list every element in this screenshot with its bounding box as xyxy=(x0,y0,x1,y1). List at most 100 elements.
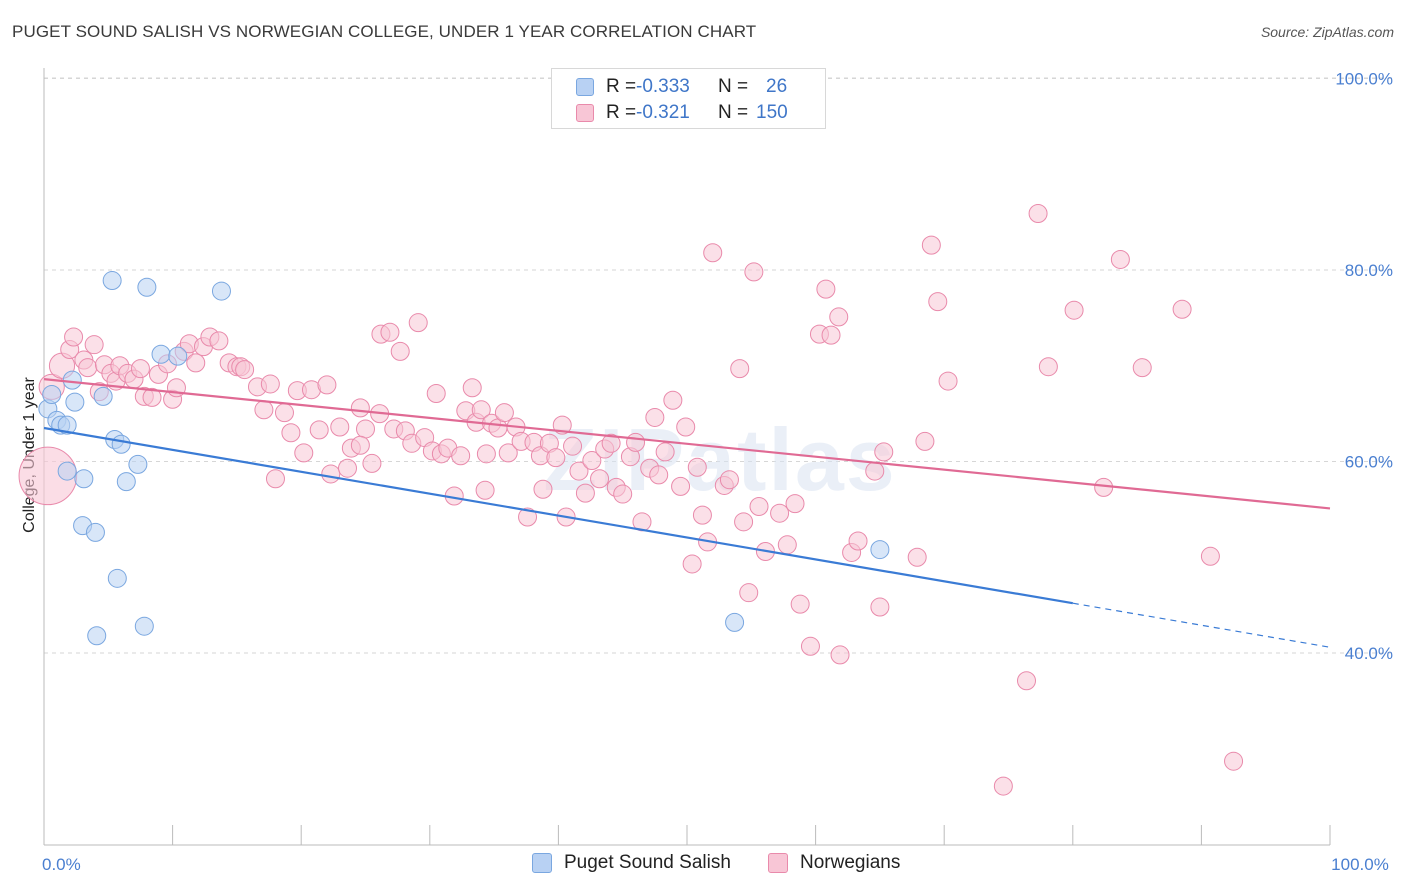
y-tick-label: 80.0% xyxy=(1345,261,1393,280)
legend-n-label: N = xyxy=(718,102,749,123)
legend-swatch-norwegians xyxy=(576,104,594,122)
point-norwegian xyxy=(518,507,538,527)
legend-r-label: R = xyxy=(606,76,637,97)
point-norwegian xyxy=(142,387,162,407)
legend-n-label: N = xyxy=(718,76,749,97)
legend-r-label: R = xyxy=(606,102,637,123)
point-norwegian xyxy=(1224,751,1244,771)
point-salish xyxy=(87,626,107,646)
point-norwegian xyxy=(1038,357,1058,377)
trend-line-norwegians xyxy=(43,378,1331,510)
point-norwegian xyxy=(829,307,849,327)
point-norwegian xyxy=(426,384,446,404)
point-norwegian xyxy=(865,461,885,481)
legend-row-norwegians: R = -0.321 N = 150 xyxy=(552,100,788,126)
point-norwegian xyxy=(749,497,769,517)
point-norwegian xyxy=(235,360,255,380)
legend-item-salish[interactable]: Puget Sound Salish xyxy=(532,852,731,874)
source-label: Source: ZipAtlas.com xyxy=(1260,24,1394,40)
point-norwegian xyxy=(84,335,104,355)
legend-swatch-salish xyxy=(576,78,594,96)
point-norwegian xyxy=(671,476,691,496)
point-norwegian xyxy=(703,243,723,263)
scatter-points xyxy=(18,102,1244,796)
trend-line-salish-extension xyxy=(1072,602,1331,648)
point-norwegian xyxy=(649,465,669,485)
point-norwegian xyxy=(730,359,750,379)
stats-legend: R = -0.333 N = 26 R = -0.321 N = 150 xyxy=(551,68,826,129)
point-norwegian xyxy=(563,436,583,456)
point-salish xyxy=(102,271,122,291)
point-norwegian xyxy=(870,597,890,617)
point-norwegian xyxy=(915,431,935,451)
point-norwegian xyxy=(281,423,301,443)
point-norwegian xyxy=(874,442,894,462)
point-norwegian xyxy=(471,400,491,420)
point-norwegian xyxy=(498,443,518,463)
point-norwegian xyxy=(462,378,482,398)
point-salish xyxy=(211,281,231,301)
point-norwegian xyxy=(1132,358,1152,378)
point-norwegian xyxy=(830,645,850,665)
point-salish xyxy=(42,384,62,404)
point-norwegian xyxy=(362,453,382,473)
x-tick-label-min: 0.0% xyxy=(42,855,81,874)
legend-r-value: -0.321 xyxy=(636,102,690,123)
point-norwegian xyxy=(848,531,868,551)
legend-n-value: 26 xyxy=(766,76,788,97)
point-norwegian xyxy=(408,313,428,333)
point-salish xyxy=(93,386,113,406)
legend-label-norwegians: Norwegians xyxy=(800,852,901,873)
point-norwegian xyxy=(330,417,350,437)
point-norwegian xyxy=(590,469,610,489)
point-norwegian xyxy=(692,505,712,525)
trend-line-salish xyxy=(43,426,1073,605)
point-norwegian xyxy=(993,776,1013,796)
point-norwegian xyxy=(64,327,84,347)
trend-lines xyxy=(43,378,1331,648)
y-tick-labels: 40.0% 60.0% 80.0% 100.0% xyxy=(1335,70,1393,664)
point-norwegian xyxy=(1110,249,1130,269)
series-legend: Puget Sound Salish Norwegians xyxy=(0,852,1406,876)
x-tick-marks xyxy=(43,825,1331,845)
point-norwegian xyxy=(265,469,285,489)
point-norwegian xyxy=(739,583,759,603)
point-norwegian xyxy=(816,279,836,299)
point-norwegian xyxy=(494,403,514,423)
point-salish xyxy=(65,392,85,412)
point-norwegian xyxy=(770,503,790,523)
point-salish xyxy=(62,370,82,390)
point-norwegian xyxy=(800,636,820,656)
point-norwegian xyxy=(601,433,621,453)
point-salish xyxy=(137,277,157,297)
legend-item-norwegians[interactable]: Norwegians xyxy=(768,852,900,874)
point-salish xyxy=(74,469,94,489)
point-norwegian xyxy=(552,415,572,435)
point-norwegian xyxy=(209,331,229,351)
point-norwegian xyxy=(186,353,206,373)
chart-title: PUGET SOUND SALISH VS NORWEGIAN COLLEGE,… xyxy=(12,22,757,41)
point-norwegian xyxy=(645,407,665,427)
point-norwegian xyxy=(569,461,589,481)
point-salish xyxy=(57,415,77,435)
point-salish xyxy=(151,344,171,364)
point-norwegian xyxy=(321,464,341,484)
legend-swatch-salish xyxy=(532,853,552,873)
point-norwegian xyxy=(821,325,841,345)
point-norwegian xyxy=(575,483,595,503)
point-norwegian xyxy=(294,443,314,463)
point-norwegian xyxy=(626,432,646,452)
point-norwegian xyxy=(260,374,280,394)
point-norwegian xyxy=(337,458,357,478)
legend-n-value: 150 xyxy=(756,102,788,123)
point-norwegian xyxy=(928,292,948,312)
point-norwegian xyxy=(744,262,764,282)
point-norwegian xyxy=(1064,300,1084,320)
point-salish xyxy=(128,454,148,474)
point-norwegian xyxy=(130,359,150,379)
point-norwegian xyxy=(1028,204,1048,224)
point-norwegian xyxy=(317,375,337,395)
point-norwegian xyxy=(719,470,739,490)
y-tick-label: 40.0% xyxy=(1345,644,1393,663)
